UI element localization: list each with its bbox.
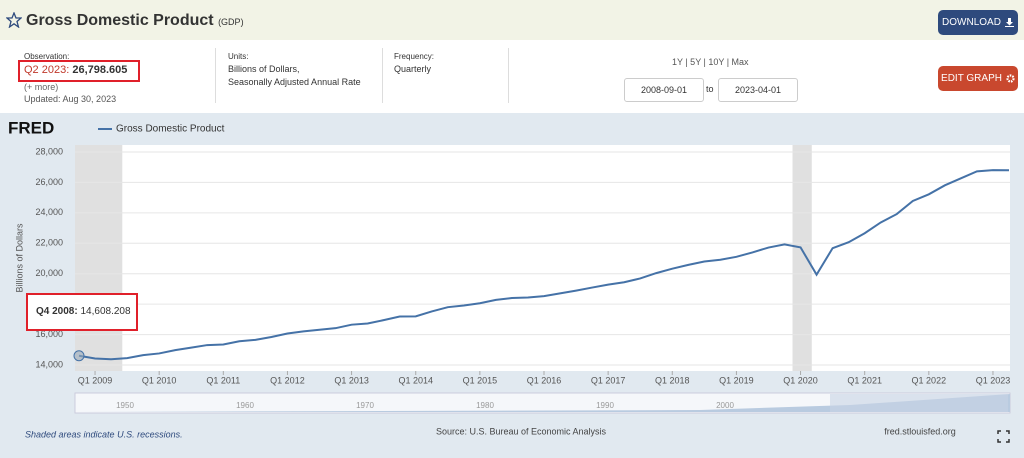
observation-date: Q2 2023: <box>24 64 70 76</box>
highlight-box <box>18 60 140 82</box>
y-tick-label: 28,000 <box>35 146 63 156</box>
navigator-tick-label: 1970 <box>356 401 374 410</box>
x-tick-label: Q1 2013 <box>334 375 369 385</box>
navigator-tick-label: 1990 <box>596 401 614 410</box>
updated: Updated: Aug 30, 2023 <box>24 94 117 104</box>
x-tick-label: Q1 2022 <box>912 375 947 385</box>
observation-label: Observation: <box>24 52 70 61</box>
y-tick-label: 14,000 <box>35 359 63 369</box>
tooltip-date: Q4 2008: <box>36 306 78 317</box>
tooltip <box>26 293 138 331</box>
navigator-tick-label: 1960 <box>236 401 254 410</box>
observation-value: 26,798.605 <box>72 64 128 76</box>
legend-label: Gross Domestic Product <box>116 124 225 135</box>
edit-graph-button[interactable]: EDIT GRAPH <box>938 66 1018 91</box>
x-tick-label: Q1 2017 <box>591 375 626 385</box>
units: Billions of Dollars, <box>228 64 300 74</box>
y-tick-label: 24,000 <box>35 207 63 217</box>
recession-shade <box>792 145 812 371</box>
recession-shade <box>75 145 123 371</box>
frequency: Quarterly <box>394 64 432 74</box>
star-icon[interactable] <box>6 12 22 28</box>
y-tick-label: 22,000 <box>35 238 63 248</box>
hover-point <box>73 350 85 362</box>
x-tick-label: Q1 2009 <box>78 375 113 385</box>
divider <box>215 48 216 103</box>
header-bar <box>0 0 1024 40</box>
navigator-tick-label: 1950 <box>116 401 134 410</box>
edit-label: EDIT GRAPH <box>941 73 1002 84</box>
fullscreen-icon[interactable] <box>997 430 1010 443</box>
tooltip-value: 14,608.208 <box>80 306 131 317</box>
units: Seasonally Adjusted Annual Rate <box>228 77 361 87</box>
more-link[interactable]: (+ more) <box>24 82 59 92</box>
x-tick-label: Q1 2023 <box>976 375 1011 385</box>
end-date[interactable]: 2023-04-01 <box>718 78 798 102</box>
series-code: (GDP) <box>218 17 244 27</box>
download-label: DOWNLOAD <box>942 17 1001 28</box>
to-label: to <box>706 84 714 94</box>
line <box>78 169 1010 361</box>
x-tick-label: Q1 2016 <box>527 375 562 385</box>
plot-area <box>75 145 1010 371</box>
range-options[interactable]: 1Y | 5Y | 10Y | Max <box>672 57 749 67</box>
start-date[interactable]: 2008-09-01 <box>624 78 704 102</box>
x-tick-label: Q1 2014 <box>398 375 433 385</box>
divider <box>508 48 509 103</box>
y-tick-label: 20,000 <box>35 268 63 278</box>
units-label: Units: <box>228 52 249 61</box>
y-tick-label: 16,000 <box>35 329 63 339</box>
logo: FRED <box>8 118 54 137</box>
navigator-tick-label: 1980 <box>476 401 494 410</box>
title: Gross Domestic Product (GDP) <box>26 12 244 30</box>
download-button[interactable]: DOWNLOAD <box>938 10 1018 35</box>
navigator-tick-label: 2000 <box>716 401 734 410</box>
navigator-area <box>75 394 1010 412</box>
x-tick-label: Q1 2012 <box>270 375 305 385</box>
x-tick-label: Q1 2019 <box>719 375 754 385</box>
x-tick-label: Q1 2021 <box>847 375 882 385</box>
chart: FRED Gross Domestic Product Billions of … <box>0 113 1024 458</box>
navigator-window[interactable] <box>830 394 1008 412</box>
x-tick-label: Q1 2010 <box>142 375 177 385</box>
source: Source: U.S. Bureau of Economic Analysis <box>436 426 607 436</box>
y-axis-label: Billions of Dollars <box>14 223 24 293</box>
frequency-label: Frequency: <box>394 52 435 61</box>
site[interactable]: fred.stlouisfed.org <box>884 426 956 436</box>
title-text: Gross Domestic Product <box>26 12 214 29</box>
divider <box>382 48 383 103</box>
gear-icon <box>1006 74 1015 83</box>
x-tick-label: Q1 2018 <box>655 375 690 385</box>
download-icon <box>1004 18 1014 27</box>
x-tick-label: Q1 2020 <box>783 375 818 385</box>
y-tick-label: 26,000 <box>35 177 63 187</box>
x-tick-label: Q1 2015 <box>463 375 498 385</box>
x-tick-label: Q1 2011 <box>206 375 240 385</box>
note: Shaded areas indicate U.S. recessions. <box>25 429 183 439</box>
